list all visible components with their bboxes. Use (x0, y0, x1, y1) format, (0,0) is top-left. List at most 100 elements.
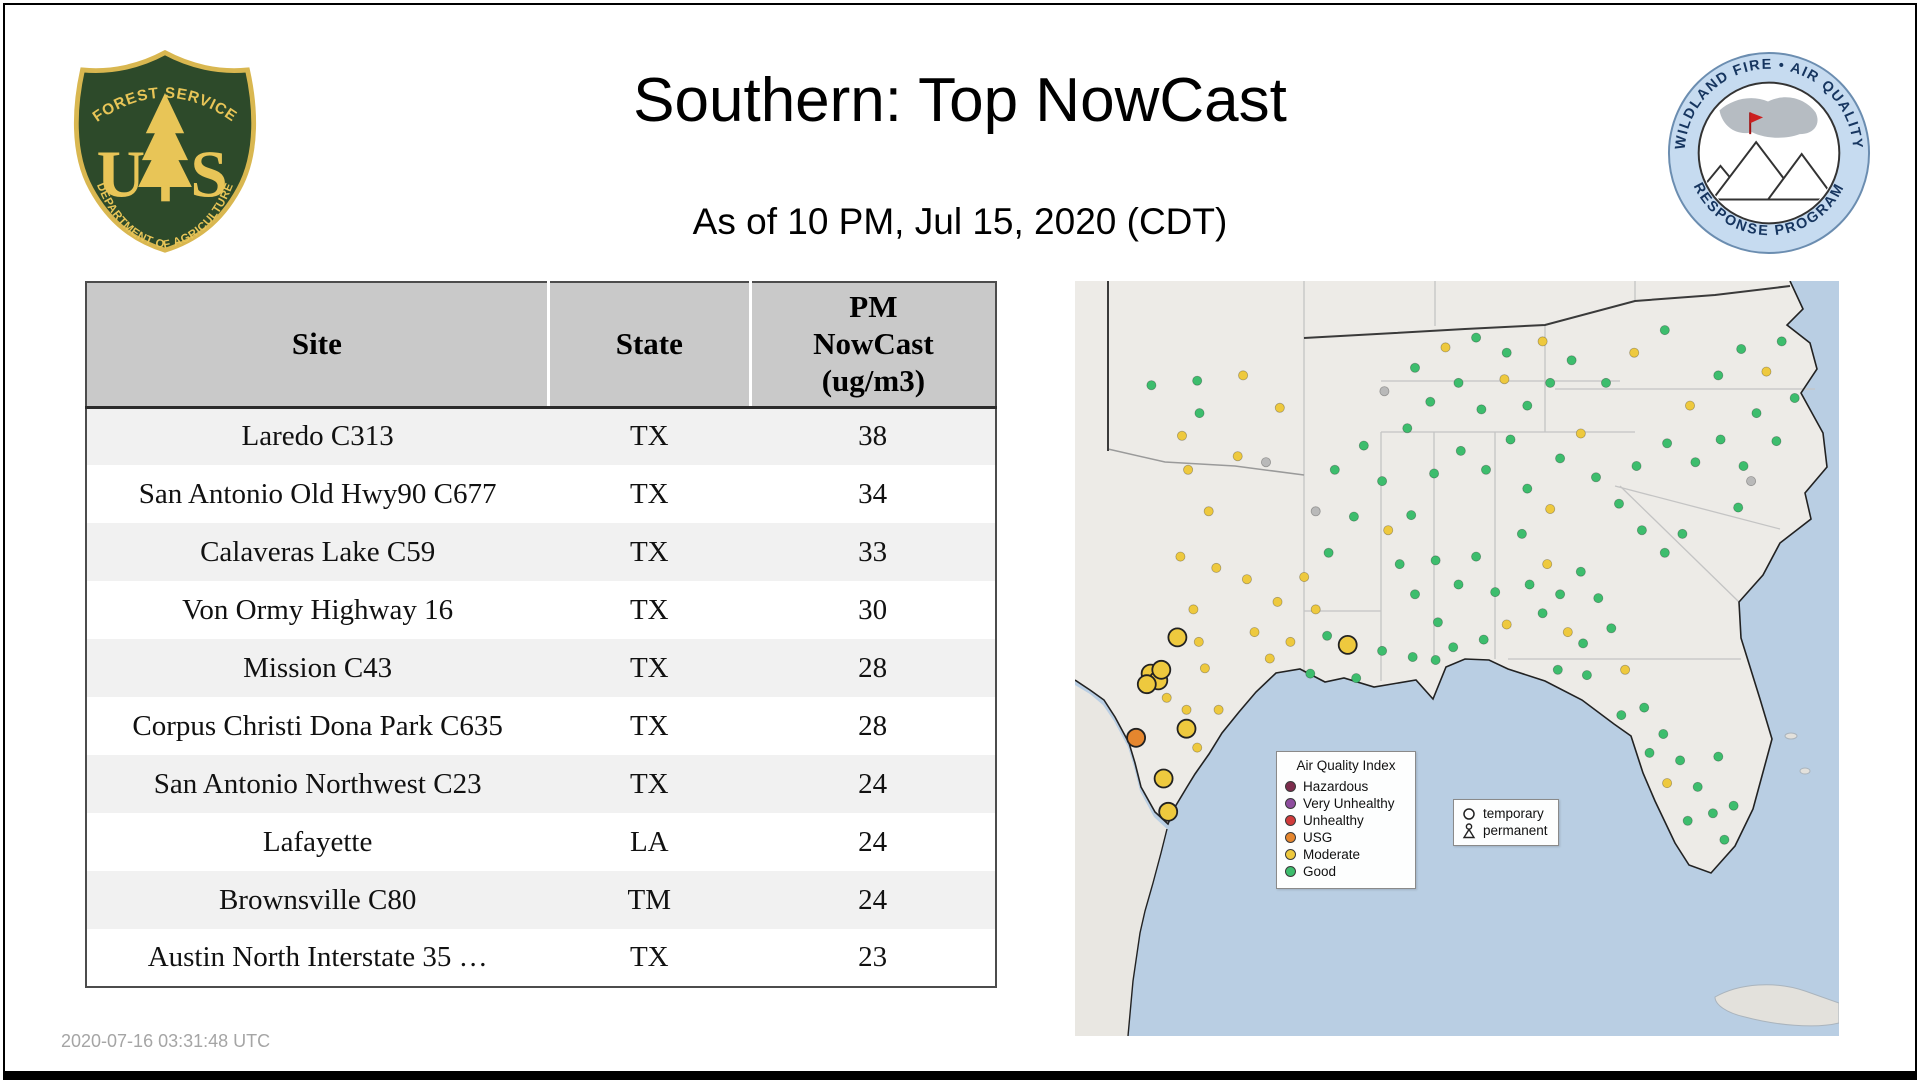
column-header: State (546, 282, 751, 409)
temporary-legend-row: temporary (1462, 805, 1548, 822)
monitor-marker (1566, 355, 1577, 366)
monitor-marker (1429, 468, 1440, 479)
legend-swatch (1285, 832, 1296, 843)
page-subtitle: As of 10 PM, Jul 15, 2020 (CDT) (692, 201, 1228, 242)
monitor-marker (1455, 445, 1466, 456)
legend-label: Unhealthy (1303, 813, 1364, 828)
monitor-marker (1476, 404, 1487, 415)
state-cell: TX (629, 709, 669, 742)
monitor-marker (1285, 636, 1296, 647)
table-row: Lafayette LA 24 (86, 813, 996, 871)
map-markers (1126, 325, 1800, 845)
wfaqrp-logo: WILDLAND FIRE • AIR QUALITY RESPONSE PRO… (1665, 49, 1873, 262)
monitor-marker (1181, 704, 1192, 715)
monitor-marker (1305, 668, 1316, 679)
monitor-marker (1501, 347, 1512, 358)
state-cell: TX (629, 535, 669, 568)
table-row: Brownsville C80 TM 24 (86, 871, 996, 929)
nowcast-table-body: Laredo C313 TX 38 San Antonio Old Hwy90 C67… (86, 407, 996, 987)
monitor-marker (1524, 579, 1535, 590)
monitor-marker (1578, 638, 1589, 649)
monitor-marker (1471, 332, 1482, 343)
usfs-letter-u: U (97, 137, 145, 212)
monitor-marker (1591, 472, 1602, 483)
permanent-label: permanent (1483, 823, 1548, 838)
monitor-marker (1136, 674, 1157, 695)
monitor-marker (1537, 608, 1548, 619)
monitor-marker (1440, 342, 1451, 353)
value-cell: 38 (858, 420, 888, 453)
monitor-marker (1738, 460, 1749, 471)
monitor-marker (1581, 670, 1592, 681)
monitor-marker (1299, 571, 1310, 582)
temporary-marker-icon (1463, 807, 1475, 820)
column-header: Site (86, 282, 549, 409)
monitor-marker (1409, 589, 1420, 600)
monitor-marker (1192, 742, 1203, 753)
monitor-marker (1194, 408, 1205, 419)
monitor-marker (1629, 347, 1640, 358)
legend-swatch (1285, 781, 1296, 792)
monitor-marker (1211, 562, 1222, 573)
red-river-border (1107, 448, 1305, 476)
monitor-marker (1203, 506, 1214, 517)
monitor-marker (1348, 511, 1359, 522)
monitor-marker (1555, 453, 1566, 464)
monitor-marker (1238, 370, 1249, 381)
island-shape (1784, 732, 1798, 740)
legend-swatch (1285, 849, 1296, 860)
monitor-marker (1601, 377, 1612, 388)
monitor-marker (1555, 589, 1566, 600)
value-cell: 30 (858, 593, 888, 626)
state-cell: LA (629, 825, 669, 858)
generated-timestamp: 2020-07-16 03:31:48 UTC (61, 1031, 271, 1051)
state-borders (1303, 281, 1815, 681)
map-canvas (1075, 281, 1839, 1036)
monitor-marker (1751, 408, 1762, 419)
monitor-marker (1501, 619, 1512, 630)
land-shape (1075, 281, 1827, 873)
table-row: Von Ormy Highway 16 TX 30 (86, 581, 996, 639)
monitor-marker (1453, 377, 1464, 388)
monitor-marker (1516, 528, 1527, 539)
site-cell: Corpus Christi Dona Park C635 (132, 709, 503, 742)
value-cell: 24 (858, 767, 888, 800)
monitor-marker (1406, 510, 1417, 521)
monitor-marker (1733, 502, 1744, 513)
monitor-marker (1644, 747, 1655, 758)
monitor-marker (1537, 336, 1548, 347)
monitor-marker (1562, 627, 1573, 638)
temporary-label: temporary (1483, 806, 1544, 821)
monitor-marker (1471, 551, 1482, 562)
mexico-coastline (1127, 828, 1168, 1036)
monitor-marker (1522, 483, 1533, 494)
monitor-marker (1177, 430, 1188, 441)
monitor-marker (1659, 547, 1670, 558)
monitor-marker (1310, 604, 1321, 615)
mexico-shape (1075, 685, 1167, 1036)
monitor-marker (1337, 634, 1358, 655)
monitor-marker (1249, 627, 1260, 638)
legend-item: Unhealthy (1285, 812, 1407, 829)
monitor-marker (1480, 464, 1491, 475)
value-cell: 28 (858, 651, 888, 684)
legend-item: Moderate (1285, 846, 1407, 863)
monitor-marker (1175, 551, 1186, 562)
state-cell: TX (629, 941, 669, 973)
monitor-marker (1593, 593, 1604, 604)
value-cell: 33 (858, 535, 888, 568)
monitor-marker (1394, 559, 1405, 570)
monitor-marker (1713, 751, 1724, 762)
aqi-legend-title: Air Quality Index (1296, 758, 1396, 773)
monitor-marker (1453, 579, 1464, 590)
monitor-marker (1351, 673, 1362, 684)
monitor-marker (1505, 434, 1516, 445)
table-row: San Antonio Northwest C23 TX 24 (86, 755, 996, 813)
table-row: San Antonio Old Hwy90 C677 TX 34 (86, 465, 996, 523)
legend-label: Very Unhealthy (1303, 796, 1395, 811)
monitor-marker (1329, 464, 1340, 475)
fire-flag-icon (1749, 112, 1764, 135)
monitor-marker (1260, 457, 1271, 468)
monitor-marker (1383, 525, 1394, 536)
monitor-marker (1377, 645, 1388, 656)
